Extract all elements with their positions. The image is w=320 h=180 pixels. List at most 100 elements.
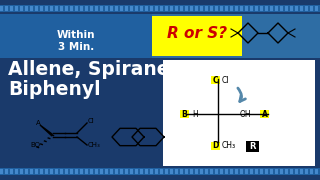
Bar — [115, 169, 117, 174]
Bar — [95, 169, 98, 174]
Bar — [165, 169, 167, 174]
Bar — [95, 6, 98, 11]
Bar — [285, 169, 287, 174]
Bar — [65, 169, 68, 174]
Bar — [260, 169, 262, 174]
Bar — [85, 169, 87, 174]
Bar — [100, 6, 102, 11]
Text: Cl: Cl — [88, 118, 95, 124]
Text: D: D — [212, 141, 219, 150]
Bar — [140, 6, 142, 11]
Bar — [15, 6, 18, 11]
Bar — [315, 6, 317, 11]
Bar — [160, 169, 163, 174]
Bar — [190, 169, 193, 174]
Bar — [110, 169, 113, 174]
Text: BO: BO — [30, 142, 40, 148]
Bar — [225, 6, 228, 11]
Bar — [80, 169, 83, 174]
Bar — [163, 60, 315, 166]
Bar — [230, 169, 233, 174]
Bar — [265, 6, 268, 11]
Bar — [130, 169, 132, 174]
Bar — [290, 169, 292, 174]
Bar — [260, 110, 269, 118]
Bar — [100, 169, 102, 174]
Bar — [180, 6, 182, 11]
Bar — [135, 169, 138, 174]
Bar — [5, 169, 7, 174]
Bar — [180, 169, 182, 174]
Bar — [10, 169, 12, 174]
Bar — [275, 6, 277, 11]
Bar — [195, 169, 197, 174]
Bar — [25, 169, 28, 174]
Bar — [200, 169, 203, 174]
Bar — [115, 6, 117, 11]
Bar — [20, 6, 22, 11]
Bar — [170, 169, 172, 174]
Text: R: R — [249, 142, 256, 151]
Bar — [285, 6, 287, 11]
Bar — [55, 169, 58, 174]
Bar — [155, 169, 157, 174]
Bar — [75, 6, 77, 11]
Bar — [55, 6, 58, 11]
Text: B: B — [182, 109, 188, 118]
Bar — [175, 6, 178, 11]
Bar — [305, 169, 308, 174]
Text: CH₃: CH₃ — [222, 141, 236, 150]
Bar — [250, 169, 252, 174]
Bar — [165, 6, 167, 11]
Bar — [130, 6, 132, 11]
Bar — [70, 169, 73, 174]
Bar — [295, 6, 298, 11]
Bar — [5, 6, 7, 11]
Bar — [246, 141, 259, 152]
Text: A: A — [261, 109, 268, 118]
Bar — [220, 6, 222, 11]
Text: CH₃: CH₃ — [88, 142, 101, 148]
Bar — [200, 6, 203, 11]
Bar — [105, 169, 108, 174]
Bar — [300, 169, 302, 174]
Bar — [25, 6, 28, 11]
Bar — [80, 6, 83, 11]
Bar — [310, 169, 313, 174]
Bar — [265, 169, 268, 174]
Bar — [170, 6, 172, 11]
Bar — [135, 6, 138, 11]
Bar — [140, 169, 142, 174]
Text: OH: OH — [240, 109, 252, 118]
Bar — [180, 110, 189, 118]
Bar — [152, 16, 242, 56]
Bar — [105, 6, 108, 11]
Text: Biphenyl: Biphenyl — [8, 80, 100, 99]
Bar — [45, 6, 47, 11]
Bar — [0, 14, 320, 58]
Bar — [90, 6, 92, 11]
Bar — [125, 169, 127, 174]
Bar — [185, 169, 188, 174]
Bar — [305, 6, 308, 11]
Bar — [245, 169, 247, 174]
Bar — [20, 169, 22, 174]
Bar — [60, 169, 62, 174]
Bar — [0, 14, 152, 58]
Bar — [310, 6, 313, 11]
Bar — [110, 6, 113, 11]
Bar — [160, 6, 163, 11]
Bar — [50, 169, 52, 174]
Bar — [0, 168, 320, 175]
Text: Allene, Spirane &: Allene, Spirane & — [8, 60, 192, 79]
Bar — [175, 169, 178, 174]
Bar — [150, 6, 153, 11]
Polygon shape — [40, 125, 52, 136]
Bar — [40, 169, 43, 174]
Bar — [15, 169, 18, 174]
Text: Within
3 Min.: Within 3 Min. — [57, 30, 95, 52]
Bar — [85, 6, 87, 11]
Bar — [150, 169, 153, 174]
Bar — [120, 6, 123, 11]
Text: C: C — [213, 75, 218, 84]
